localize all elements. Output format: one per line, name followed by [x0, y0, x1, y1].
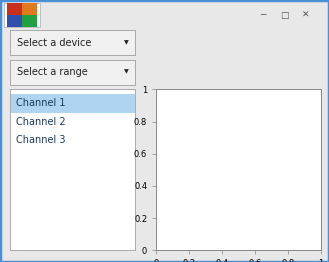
Text: Channel 3: Channel 3: [16, 135, 65, 145]
Text: Channel 1: Channel 1: [16, 99, 65, 108]
Text: ✕: ✕: [302, 10, 310, 20]
FancyBboxPatch shape: [4, 3, 40, 28]
Text: ▼: ▼: [124, 40, 129, 45]
Text: ─: ─: [261, 10, 266, 20]
Bar: [22, 3, 37, 15]
Text: ▼: ▼: [124, 70, 129, 75]
Text: Select a device: Select a device: [17, 37, 92, 48]
Bar: [7, 15, 22, 27]
Bar: [7, 3, 22, 15]
Text: Select a range: Select a range: [17, 67, 88, 77]
Bar: [22, 15, 37, 27]
Bar: [10, 94, 135, 113]
Text: □: □: [280, 10, 289, 20]
Text: Channel 2: Channel 2: [16, 117, 66, 127]
